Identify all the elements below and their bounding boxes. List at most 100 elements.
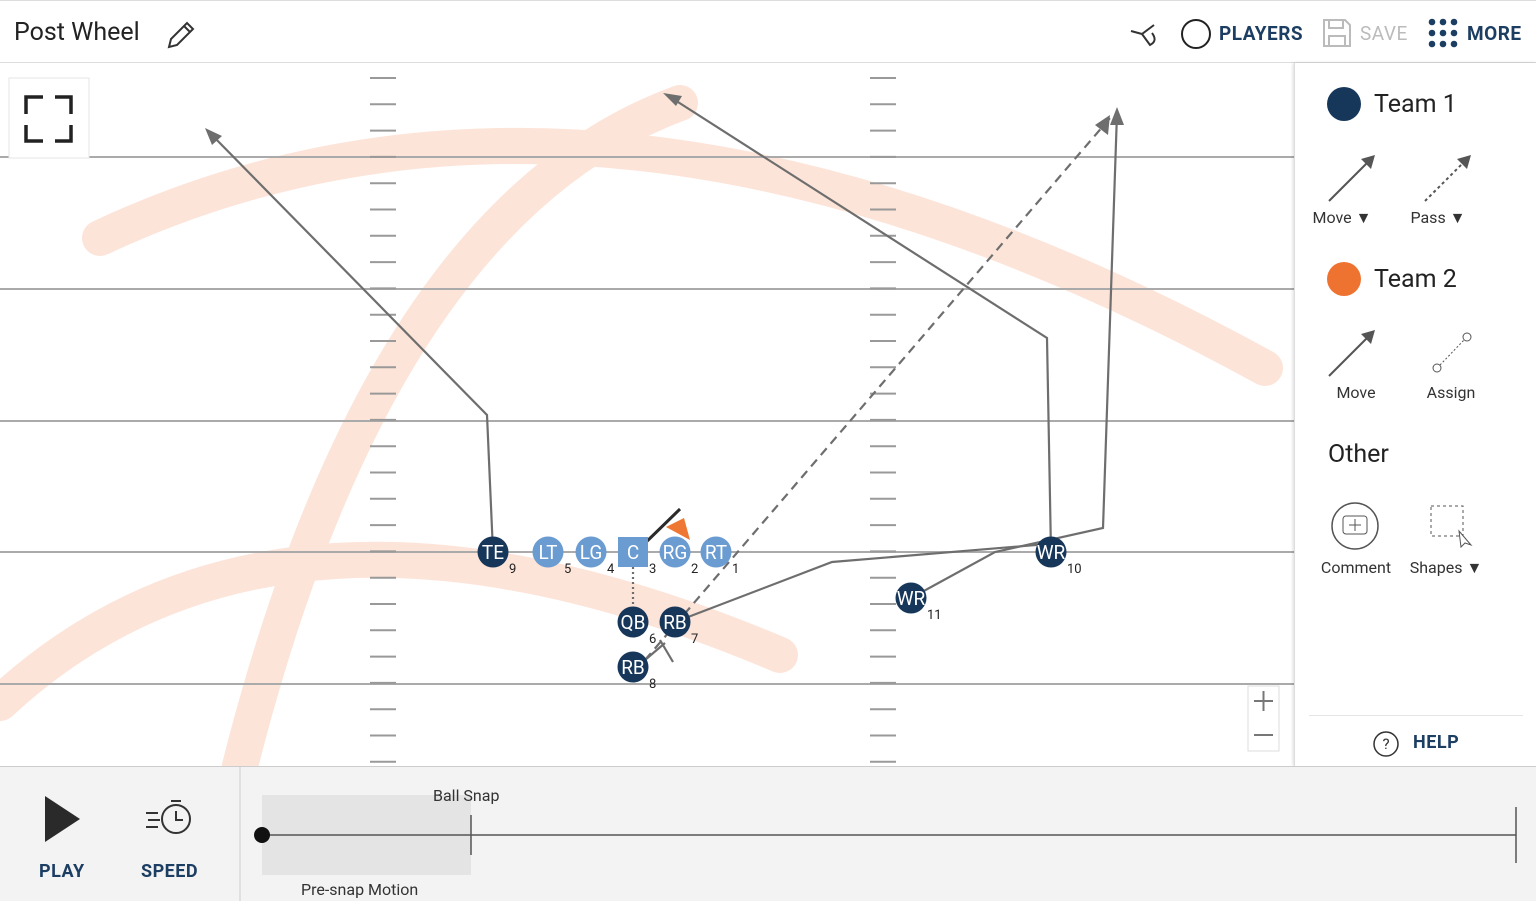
- other-label: Other: [1328, 440, 1389, 469]
- player-label: QB: [621, 611, 646, 634]
- player-marker: [1035, 536, 1067, 568]
- arrowhead: [205, 128, 222, 145]
- player-number: 2: [691, 562, 698, 577]
- player-label: LT: [538, 541, 557, 564]
- speed-button[interactable]: SPEED: [141, 861, 199, 882]
- watermark: [0, 85, 1283, 766]
- team2-assign-tool[interactable]: Assign: [1426, 383, 1476, 402]
- route: [910, 112, 1119, 599]
- player-marker: [477, 536, 509, 568]
- timeline-bar: PLAY SPEED Ball Snap Pre-snap Motion: [0, 766, 1536, 901]
- player-label: WR: [897, 587, 926, 610]
- play-button[interactable]: PLAY: [39, 861, 85, 882]
- player-label: LG: [580, 541, 603, 564]
- player[interactable]: RB 7: [659, 606, 699, 648]
- player-marker: [659, 606, 691, 638]
- player[interactable]: QB6: [617, 606, 657, 648]
- pre-snap-label: Pre-snap Motion: [301, 880, 419, 899]
- block-route: [644, 642, 666, 661]
- divider: [1309, 715, 1523, 716]
- player-label: RB: [621, 656, 645, 679]
- team2-label: Team 2: [1374, 265, 1457, 294]
- player-marker: [617, 651, 649, 683]
- tool-panel: Team 1 Move ▼ Pass ▼ Team 2 Move Assign …: [1294, 63, 1536, 766]
- route: [666, 94, 1053, 553]
- player[interactable]: RG2: [659, 536, 699, 578]
- zoom-icons: [1254, 691, 1273, 736]
- ball-snap-label: Ball Snap: [433, 786, 500, 805]
- player-label: TE: [482, 541, 504, 564]
- players-button[interactable]: PLAYERS: [1219, 22, 1304, 45]
- team2-swatch: [1327, 262, 1361, 296]
- header: Post Wheel PLAYERS SAVE MORE: [0, 0, 1536, 63]
- more-button[interactable]: MORE: [1467, 22, 1522, 45]
- player[interactable]: C3: [618, 537, 656, 577]
- player-label: RG: [663, 541, 688, 564]
- player-label: RT: [705, 541, 727, 564]
- arrowhead: [663, 93, 682, 106]
- svg-text:?: ?: [1382, 735, 1389, 753]
- player-number: 11: [927, 608, 942, 623]
- defender-marker: [666, 518, 690, 540]
- player-marker: [659, 536, 691, 568]
- fullscreen-button[interactable]: [8, 77, 90, 159]
- draw-icon[interactable]: [1128, 19, 1162, 49]
- team1-pass-tool[interactable]: Pass ▼: [1410, 208, 1466, 227]
- player-label: RB: [663, 611, 687, 634]
- player[interactable]: RT 1: [700, 536, 740, 578]
- player-marker: [618, 537, 648, 567]
- player-number: 9: [509, 562, 516, 577]
- block-mark: [659, 639, 674, 663]
- player-marker: [532, 536, 564, 568]
- route: [209, 132, 495, 553]
- player-number: 10: [1067, 562, 1082, 577]
- tool-label: Move: [1312, 208, 1352, 227]
- player[interactable]: LG 4: [575, 536, 616, 578]
- player-marker: [617, 606, 649, 638]
- team1-swatch: [1327, 87, 1361, 121]
- help-icon: ?: [1373, 731, 1399, 757]
- shapes-tool[interactable]: Shapes ▼: [1409, 558, 1483, 577]
- player[interactable]: RB 8: [617, 651, 657, 693]
- help-button[interactable]: HELP: [1413, 732, 1460, 753]
- player-marker: [895, 582, 927, 614]
- route: [674, 541, 1061, 624]
- save-icon: [1323, 19, 1351, 47]
- player-marker: [575, 536, 607, 568]
- team1-tool-icons: [1328, 155, 1471, 202]
- team2-tool-icons: [1328, 330, 1472, 377]
- arrowhead: [1110, 107, 1124, 125]
- more-icon[interactable]: [1428, 18, 1460, 50]
- tool-label: Shapes: [1409, 558, 1463, 577]
- speed-icon[interactable]: [146, 800, 191, 834]
- tool-label: Pass: [1410, 208, 1446, 227]
- save-button: SAVE: [1360, 22, 1408, 45]
- team2-move-tool[interactable]: Move: [1336, 383, 1376, 402]
- player-label: C: [627, 541, 639, 564]
- player-number: 1: [732, 562, 739, 577]
- play-icon[interactable]: [45, 796, 80, 842]
- player-number: 3: [649, 562, 656, 577]
- player-marker: [700, 536, 732, 568]
- play-title: Post Wheel: [14, 18, 140, 47]
- team1-move-tool[interactable]: Move ▼: [1312, 208, 1372, 227]
- team1-label: Team 1: [1374, 90, 1457, 119]
- comment-tool[interactable]: Comment: [1320, 558, 1392, 577]
- player[interactable]: TE 9: [477, 536, 517, 578]
- players-icon[interactable]: [1180, 18, 1212, 50]
- player-number: 4: [607, 562, 615, 577]
- player-number: 6: [649, 632, 656, 647]
- timeline: [45, 767, 1517, 901]
- player-label: WR: [1037, 541, 1066, 564]
- player-number: 8: [649, 677, 656, 692]
- player-number: 5: [564, 562, 571, 577]
- edit-icon[interactable]: [165, 19, 197, 51]
- playhead[interactable]: [254, 827, 270, 843]
- player[interactable]: LT 5: [532, 536, 572, 578]
- other-tool-icons: [1331, 502, 1473, 550]
- fullscreen-icon: [24, 95, 73, 143]
